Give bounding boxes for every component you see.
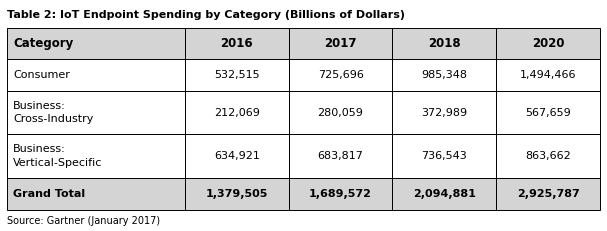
Text: Table 2: IoT Endpoint Spending by Category (Billions of Dollars): Table 2: IoT Endpoint Spending by Catego…	[7, 10, 405, 20]
Bar	[393, 91, 497, 134]
Bar	[7, 28, 185, 59]
Text: 532,515: 532,515	[214, 70, 260, 80]
Text: Business:
Cross-Industry: Business: Cross-Industry	[13, 101, 93, 124]
Bar	[393, 134, 497, 178]
Bar	[497, 59, 600, 91]
Text: 736,543: 736,543	[421, 151, 467, 161]
Bar	[185, 134, 289, 178]
Text: 212,069: 212,069	[214, 108, 260, 118]
Text: Source: Gartner (January 2017): Source: Gartner (January 2017)	[7, 216, 160, 226]
Bar	[497, 134, 600, 178]
Text: 372,989: 372,989	[421, 108, 467, 118]
Bar	[289, 178, 393, 210]
Bar	[393, 28, 497, 59]
Bar	[185, 28, 289, 59]
Text: 2,094,881: 2,094,881	[413, 189, 476, 199]
Bar	[289, 91, 393, 134]
Bar	[185, 178, 289, 210]
Text: 2017: 2017	[324, 37, 357, 50]
Bar	[289, 59, 393, 91]
Bar	[7, 134, 185, 178]
Text: 2018: 2018	[428, 37, 461, 50]
Bar	[7, 91, 185, 134]
Text: 1,494,466: 1,494,466	[520, 70, 577, 80]
Text: 280,059: 280,059	[317, 108, 364, 118]
Bar	[185, 59, 289, 91]
Bar	[393, 178, 497, 210]
Text: 567,659: 567,659	[525, 108, 571, 118]
Text: Grand Total: Grand Total	[13, 189, 85, 199]
Bar	[185, 91, 289, 134]
Bar	[289, 134, 393, 178]
Bar	[7, 59, 185, 91]
Bar	[497, 28, 600, 59]
Text: 1,689,572: 1,689,572	[309, 189, 372, 199]
Text: Business:
Vertical-Specific: Business: Vertical-Specific	[13, 144, 103, 168]
Text: 2,925,787: 2,925,787	[517, 189, 580, 199]
Text: 985,348: 985,348	[421, 70, 467, 80]
Text: 683,817: 683,817	[317, 151, 364, 161]
Text: 2016: 2016	[220, 37, 253, 50]
Bar	[497, 91, 600, 134]
Text: 634,921: 634,921	[214, 151, 260, 161]
Bar	[289, 28, 393, 59]
Bar	[7, 178, 185, 210]
Bar	[393, 59, 497, 91]
Text: Category: Category	[13, 37, 73, 50]
Text: 1,379,505: 1,379,505	[206, 189, 268, 199]
Text: Consumer: Consumer	[13, 70, 70, 80]
Text: 725,696: 725,696	[317, 70, 364, 80]
Text: 2020: 2020	[532, 37, 565, 50]
Text: 863,662: 863,662	[525, 151, 571, 161]
Bar	[497, 178, 600, 210]
